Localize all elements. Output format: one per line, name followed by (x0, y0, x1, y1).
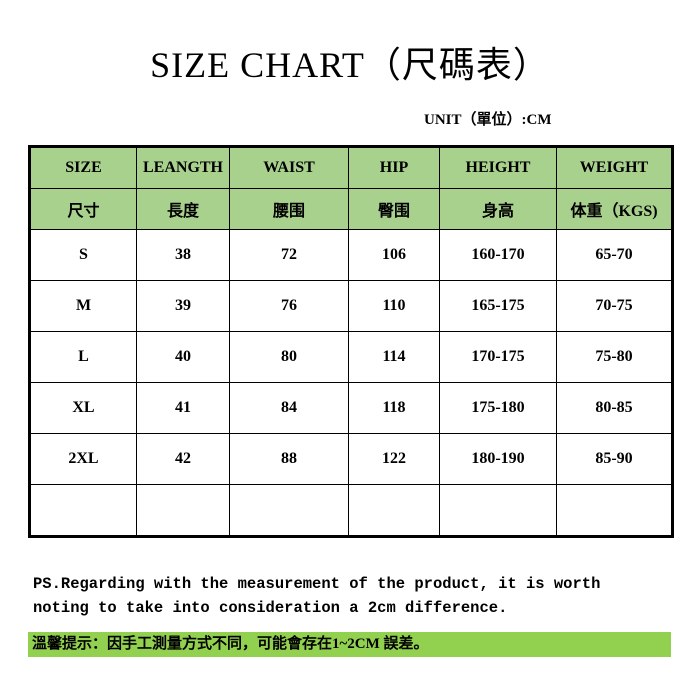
header-cell: SIZE (29, 146, 137, 189)
table-cell (229, 484, 349, 537)
table-cell: S (29, 229, 137, 281)
table-cell: XL (29, 382, 137, 434)
table-cell: 180-190 (439, 433, 557, 485)
table-cell: 85-90 (556, 433, 673, 485)
table-cell: 114 (348, 331, 440, 383)
table-cell (29, 484, 137, 537)
table-cell: 80 (229, 331, 349, 383)
table-cell (439, 484, 557, 537)
header-cell: 腰围 (229, 188, 349, 230)
table-cell: 165-175 (439, 280, 557, 332)
size-table: SIZE LEANGTH WAIST HIP HEIGHT WEIGHT 尺寸 … (28, 145, 674, 538)
table-row: L 40 80 114 170-175 75-80 (29, 331, 673, 383)
table-cell: 88 (229, 433, 349, 485)
table-cell: 72 (229, 229, 349, 281)
table-cell (136, 484, 230, 537)
table-cell: 118 (348, 382, 440, 434)
ps-line: noting to take into consideration a 2cm … (33, 599, 508, 617)
table-cell (556, 484, 673, 537)
header-row-zh: 尺寸 長度 腰围 臀围 身高 体重（KGS) (29, 188, 673, 230)
header-row-en: SIZE LEANGTH WAIST HIP HEIGHT WEIGHT (29, 146, 673, 189)
table-cell: 42 (136, 433, 230, 485)
table-cell: 122 (348, 433, 440, 485)
table-cell: 175-180 (439, 382, 557, 434)
table-cell: 2XL (29, 433, 137, 485)
table-row: XL 41 84 118 175-180 80-85 (29, 382, 673, 434)
table-cell: 41 (136, 382, 230, 434)
table-row: 2XL 42 88 122 180-190 85-90 (29, 433, 673, 485)
table-row: M 39 76 110 165-175 70-75 (29, 280, 673, 332)
table-cell: 39 (136, 280, 230, 332)
table-cell: 38 (136, 229, 230, 281)
header-cell: 長度 (136, 188, 230, 230)
table-cell: 110 (348, 280, 440, 332)
table-cell: 170-175 (439, 331, 557, 383)
unit-label: UNIT（單位）:CM (424, 112, 552, 128)
table-cell: M (29, 280, 137, 332)
table-cell: 65-70 (556, 229, 673, 281)
tip-banner: 溫馨提示：因手工測量方式不同，可能會存在1~2CM 誤差。 (28, 632, 671, 657)
ps-note: PS.Regarding with the measurement of the… (33, 572, 600, 620)
table-cell: 106 (348, 229, 440, 281)
table-cell: 80-85 (556, 382, 673, 434)
table-cell: 70-75 (556, 280, 673, 332)
header-cell: 臀围 (348, 188, 440, 230)
table-cell: 76 (229, 280, 349, 332)
header-cell: WEIGHT (556, 146, 673, 189)
table-cell (348, 484, 440, 537)
header-cell: 体重（KGS) (556, 188, 673, 230)
header-cell: 尺寸 (29, 188, 137, 230)
ps-line: PS.Regarding with the measurement of the… (33, 575, 601, 593)
table-cell: 75-80 (556, 331, 673, 383)
table-row (29, 484, 673, 537)
table-row: S 38 72 106 160-170 65-70 (29, 229, 673, 281)
header-cell: HEIGHT (439, 146, 557, 189)
table-cell: 84 (229, 382, 349, 434)
page-title: SIZE CHART（尺碼表） (150, 45, 550, 85)
header-cell: 身高 (439, 188, 557, 230)
table-cell: 40 (136, 331, 230, 383)
header-cell: LEANGTH (136, 146, 230, 189)
table-cell: L (29, 331, 137, 383)
table-cell: 160-170 (439, 229, 557, 281)
header-cell: WAIST (229, 146, 349, 189)
header-cell: HIP (348, 146, 440, 189)
